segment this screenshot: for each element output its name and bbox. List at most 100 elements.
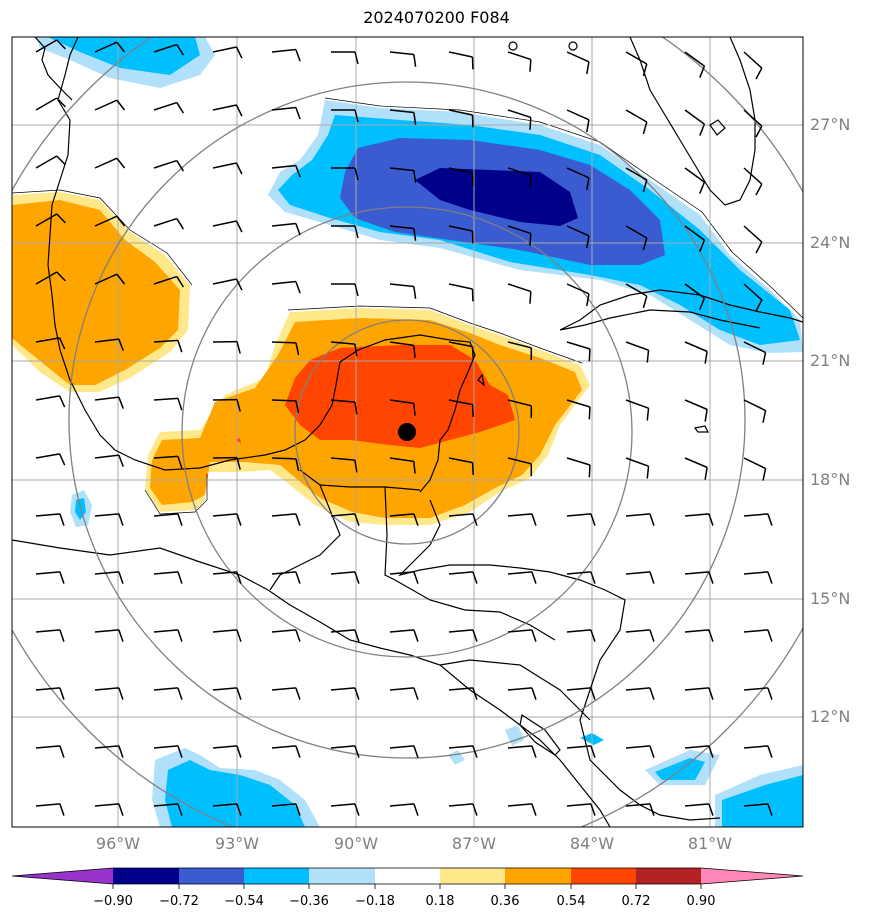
wind-barb-flag [58, 337, 66, 350]
wind-barb [153, 339, 178, 343]
wind-barb [566, 513, 591, 517]
wind-barb-flag [529, 117, 532, 130]
wind-barb [389, 629, 414, 633]
wind-barb [684, 283, 705, 299]
wind-barb-flag [588, 464, 591, 478]
wind-barb [153, 43, 178, 53]
wind-barb-flag [354, 343, 358, 357]
wind-barb-flag [235, 162, 243, 175]
wind-barb [212, 803, 237, 807]
wind-barb-flag [586, 177, 590, 191]
wind-barb-flag [56, 97, 66, 108]
wind-barb-flag [590, 745, 596, 758]
wind-barb [684, 341, 708, 353]
wind-barb [743, 283, 763, 301]
wind-barb [507, 629, 532, 633]
range-rings [12, 37, 803, 827]
wind-barb-flag [413, 403, 416, 416]
wind-barb-flag [413, 687, 419, 700]
wind-barb-flag [56, 213, 66, 224]
wind-barb-flag [472, 629, 478, 642]
wind-barb [684, 167, 705, 183]
wind-barb-flag [295, 49, 301, 62]
wind-barb [271, 571, 296, 575]
wind-barb [35, 213, 58, 227]
wind-barb [35, 39, 58, 53]
wind-barb [94, 513, 119, 517]
wind-barb-flag [236, 803, 242, 816]
wind-barb [507, 341, 532, 349]
wind-barb-flag [59, 687, 65, 700]
wind-barb [802, 631, 803, 632]
coast-mexico-gulf [47, 37, 476, 493]
wind-barb [625, 167, 648, 181]
wind-barb-flag [354, 283, 359, 297]
border-honduras [394, 579, 556, 641]
wind-barb-flag [586, 293, 590, 307]
wind-barb [271, 745, 296, 749]
wind-barb [802, 689, 803, 690]
wind-barb-flag [59, 803, 65, 816]
wind-barb-flag [413, 803, 419, 816]
wind-barb-flag [699, 297, 706, 310]
wind-barb-flag [762, 352, 767, 365]
wind-barb-flag [767, 571, 773, 584]
wind-barb [271, 280, 296, 285]
wind-barb-flag [118, 687, 124, 700]
wind-barb [94, 157, 118, 169]
wind-barb [448, 109, 473, 116]
wind-barb [684, 513, 709, 517]
graticule [12, 37, 803, 827]
wind-barb-flag [471, 462, 474, 475]
wind-barb [743, 399, 766, 412]
lon-label-93w: 93°W [214, 834, 260, 853]
neg-region-nw-core [48, 37, 200, 75]
wind-barb-flag [529, 175, 532, 188]
wind-barb [212, 278, 237, 285]
wind-barb [566, 109, 590, 121]
wind-barb-flag [118, 396, 124, 409]
wind-barb [566, 167, 590, 179]
wind-barb [507, 109, 532, 119]
colorbar-tick-label: 0.36 [490, 894, 520, 909]
wind-barb-flag [586, 235, 590, 249]
wind-barb [153, 397, 178, 401]
wind-barb [625, 513, 650, 517]
wind-barb [566, 225, 590, 237]
wind-barb [625, 457, 649, 467]
colorbar-tick-label: 0.54 [556, 894, 586, 909]
wind-barb [566, 571, 591, 575]
wind-barb-flag [704, 467, 708, 480]
wind-barb [802, 515, 803, 516]
wind-barb [684, 51, 705, 67]
lat-label-15n: 15°N [810, 589, 851, 608]
wind-barb-flag [295, 223, 301, 236]
colorbar-segment [571, 868, 636, 884]
wind-barb-flag [56, 39, 66, 50]
wind-barb-flag [118, 745, 124, 758]
wind-barb [153, 513, 178, 517]
wind-barb-flag [413, 629, 419, 642]
wind-barb [625, 109, 648, 123]
colorbar-segment [113, 868, 179, 884]
storm-center-marker [398, 423, 416, 441]
wind-barb-flag [413, 228, 417, 241]
wind-barb-flag [649, 803, 655, 816]
wind-barb-flag [59, 745, 65, 758]
wind-barb [566, 745, 591, 749]
wind-barb-flag [531, 571, 537, 584]
coast-florida [629, 37, 756, 206]
wind-barb-flag [235, 104, 243, 117]
wind-barb [35, 395, 60, 401]
wind-barb-flag [177, 398, 183, 411]
colorbar-tick-label: −0.54 [224, 894, 264, 909]
wind-barb [448, 399, 473, 406]
wind-barbs [35, 39, 803, 816]
wind-barb [448, 167, 473, 174]
border-belize [384, 486, 421, 491]
wind-barb [802, 805, 803, 806]
wind-barb-flag [472, 571, 478, 584]
wind-barb [330, 687, 355, 691]
map-title: 2024070200 F084 [363, 8, 510, 27]
wind-barb-flag [472, 745, 478, 758]
